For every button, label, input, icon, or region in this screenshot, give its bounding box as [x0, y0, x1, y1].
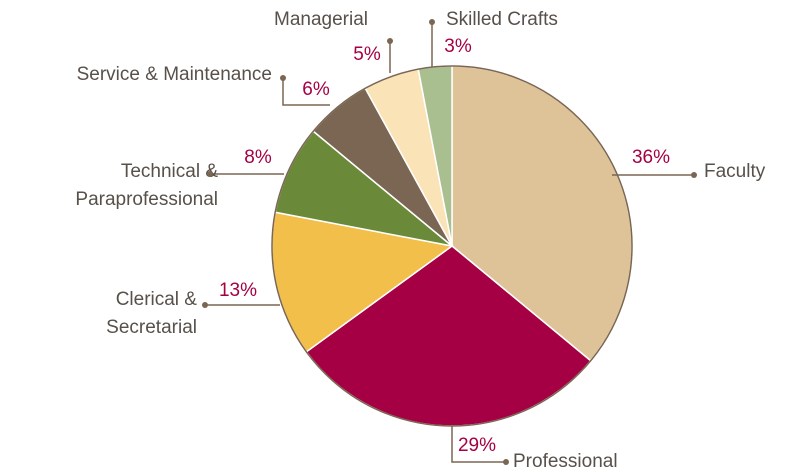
leader-dot: [202, 302, 208, 308]
slice-label: Managerial: [274, 9, 368, 30]
value-label: 13%: [219, 280, 257, 301]
leader-lines: [205, 22, 694, 463]
value-label: 5%: [353, 44, 381, 65]
leader-line: [451, 426, 506, 463]
slice-label: Technical & Paraprofessional: [75, 161, 218, 210]
value-label: 3%: [444, 36, 472, 57]
pie: [271, 65, 633, 427]
leader-dot: [429, 19, 435, 25]
leader-line: [282, 78, 330, 106]
value-label: 29%: [458, 435, 496, 456]
leader-dot: [503, 459, 509, 465]
slice-label: Skilled Crafts: [446, 9, 558, 30]
value-label: 6%: [302, 79, 330, 100]
value-label: 8%: [244, 147, 272, 168]
slice-label: Clerical & Secretarial: [106, 289, 197, 338]
leader-dot: [691, 172, 697, 178]
slice-label: Professional: [513, 451, 618, 472]
leader-dot: [207, 171, 213, 177]
leader-dot: [387, 38, 393, 44]
slice-label: Service & Maintenance: [77, 64, 272, 85]
value-label: 36%: [632, 147, 670, 168]
leader-dot: [280, 75, 286, 81]
slice-label: Faculty: [704, 161, 766, 182]
